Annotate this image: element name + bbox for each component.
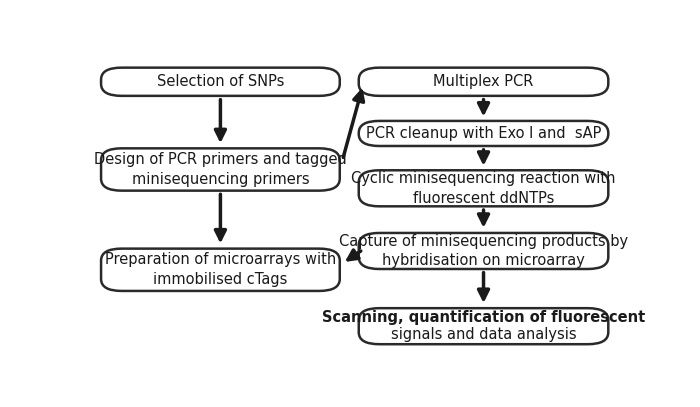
FancyBboxPatch shape — [101, 68, 340, 96]
Text: signals and data analysis: signals and data analysis — [391, 327, 576, 342]
FancyBboxPatch shape — [358, 170, 608, 206]
Text: Cyclic minisequencing reaction with
fluorescent ddNTPs: Cyclic minisequencing reaction with fluo… — [351, 171, 616, 206]
FancyBboxPatch shape — [358, 121, 608, 146]
Text: Scanning, quantification of fluorescent: Scanning, quantification of fluorescent — [322, 310, 645, 325]
FancyBboxPatch shape — [358, 308, 608, 344]
Text: Capture of minisequencing products by
hybridisation on microarray: Capture of minisequencing products by hy… — [339, 234, 628, 268]
Text: Design of PCR primers and tagged
minisequencing primers: Design of PCR primers and tagged miniseq… — [94, 152, 346, 187]
Text: PCR cleanup with Exo I and  sAP: PCR cleanup with Exo I and sAP — [366, 126, 601, 141]
FancyBboxPatch shape — [358, 68, 608, 96]
Text: Selection of SNPs: Selection of SNPs — [157, 74, 284, 89]
FancyBboxPatch shape — [101, 148, 340, 190]
FancyBboxPatch shape — [358, 233, 608, 269]
Text: Preparation of microarrays with
immobilised cTags: Preparation of microarrays with immobili… — [105, 252, 336, 287]
FancyBboxPatch shape — [101, 249, 340, 291]
Text: Multiplex PCR: Multiplex PCR — [433, 74, 533, 89]
